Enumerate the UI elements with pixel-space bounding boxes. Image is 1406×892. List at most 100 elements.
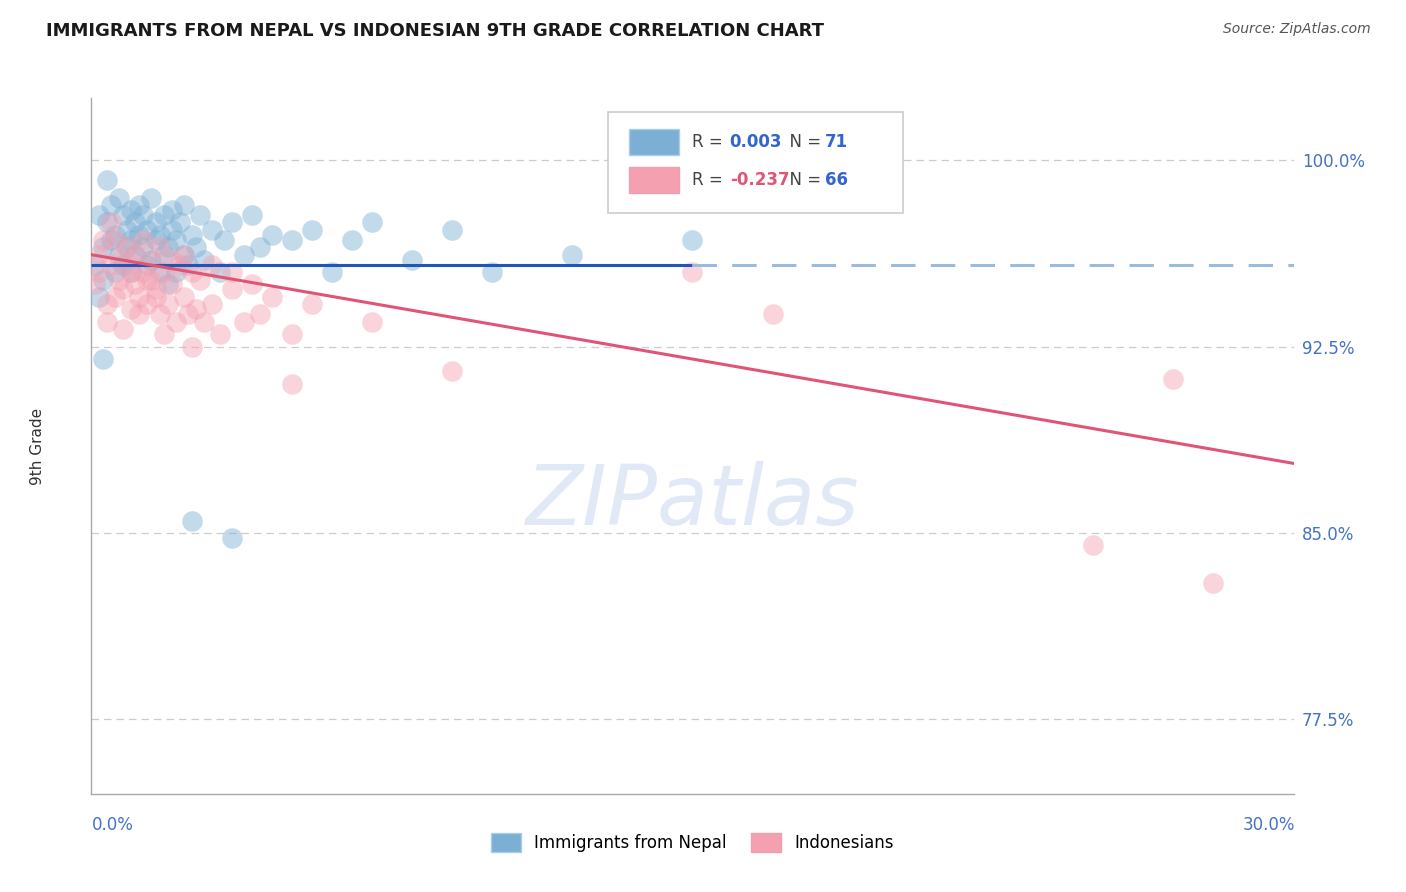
Point xyxy=(136,258,159,272)
Point xyxy=(301,297,323,311)
Point xyxy=(136,223,159,237)
Point xyxy=(169,258,191,272)
Point xyxy=(232,248,254,262)
Point xyxy=(128,198,150,212)
Text: N =: N = xyxy=(779,171,827,189)
Point xyxy=(121,265,143,279)
Text: N =: N = xyxy=(779,133,827,151)
Point xyxy=(173,290,195,304)
Point xyxy=(96,173,118,187)
Point xyxy=(184,240,207,254)
Point xyxy=(124,215,146,229)
Point xyxy=(212,233,235,247)
Point xyxy=(112,208,135,222)
Point xyxy=(301,223,323,237)
Point xyxy=(117,240,139,254)
Point xyxy=(100,233,122,247)
Point xyxy=(132,265,155,279)
Point xyxy=(169,215,191,229)
Point xyxy=(201,258,224,272)
Point xyxy=(141,252,163,267)
Point xyxy=(132,233,155,247)
Point xyxy=(141,190,163,204)
Point xyxy=(89,290,111,304)
Text: R =: R = xyxy=(692,133,728,151)
Point xyxy=(117,223,139,237)
Point xyxy=(156,297,179,311)
Point xyxy=(360,215,382,229)
Point xyxy=(96,297,118,311)
Point xyxy=(173,198,195,212)
Point xyxy=(173,248,195,262)
Point xyxy=(136,297,159,311)
Point xyxy=(152,248,174,262)
Point xyxy=(108,272,131,286)
Point xyxy=(108,248,131,262)
Point xyxy=(360,315,382,329)
Point xyxy=(165,265,187,279)
Point xyxy=(321,265,343,279)
Text: 30.0%: 30.0% xyxy=(1243,816,1295,834)
Point xyxy=(260,227,283,242)
Point xyxy=(160,277,183,292)
Point xyxy=(93,272,115,286)
Text: ZIPatlas: ZIPatlas xyxy=(526,461,859,542)
Point xyxy=(340,233,363,247)
Point xyxy=(160,223,183,237)
Point xyxy=(281,327,304,342)
Point xyxy=(180,514,202,528)
Point xyxy=(180,340,202,354)
Point xyxy=(193,315,215,329)
Point xyxy=(1202,575,1225,590)
Point xyxy=(121,202,143,217)
Point xyxy=(84,277,107,292)
Text: IMMIGRANTS FROM NEPAL VS INDONESIAN 9TH GRADE CORRELATION CHART: IMMIGRANTS FROM NEPAL VS INDONESIAN 9TH … xyxy=(46,22,824,40)
Point xyxy=(160,252,183,267)
Point xyxy=(148,265,170,279)
Point xyxy=(132,208,155,222)
Point xyxy=(132,240,155,254)
Bar xyxy=(628,167,679,194)
Point xyxy=(249,240,271,254)
Point xyxy=(145,290,167,304)
Text: 71: 71 xyxy=(825,133,848,151)
Point xyxy=(165,233,187,247)
Point xyxy=(104,227,127,242)
Point xyxy=(240,277,263,292)
Point xyxy=(128,227,150,242)
Point xyxy=(249,307,271,321)
Text: Source: ZipAtlas.com: Source: ZipAtlas.com xyxy=(1223,22,1371,37)
Point xyxy=(108,190,131,204)
Point xyxy=(112,283,135,297)
Point xyxy=(112,258,135,272)
Point xyxy=(1161,372,1184,386)
Point xyxy=(145,283,167,297)
Point xyxy=(104,290,127,304)
Point xyxy=(156,277,179,292)
Text: 9th Grade: 9th Grade xyxy=(30,408,45,484)
Point xyxy=(160,202,183,217)
Point xyxy=(124,248,146,262)
Point xyxy=(100,258,122,272)
Point xyxy=(112,322,135,336)
Point xyxy=(148,240,170,254)
Point xyxy=(193,252,215,267)
Point xyxy=(232,315,254,329)
Point xyxy=(188,272,211,286)
Point xyxy=(180,227,202,242)
Point xyxy=(260,290,283,304)
Point xyxy=(117,240,139,254)
Point xyxy=(93,233,115,247)
Point xyxy=(145,233,167,247)
Point xyxy=(221,215,243,229)
Text: 0.0%: 0.0% xyxy=(91,816,134,834)
Point xyxy=(124,248,146,262)
Point xyxy=(93,352,115,367)
Point xyxy=(96,315,118,329)
Point xyxy=(165,315,187,329)
Text: R =: R = xyxy=(692,171,728,189)
Point xyxy=(121,302,143,317)
Point xyxy=(152,265,174,279)
Point xyxy=(188,208,211,222)
Point xyxy=(201,297,224,311)
